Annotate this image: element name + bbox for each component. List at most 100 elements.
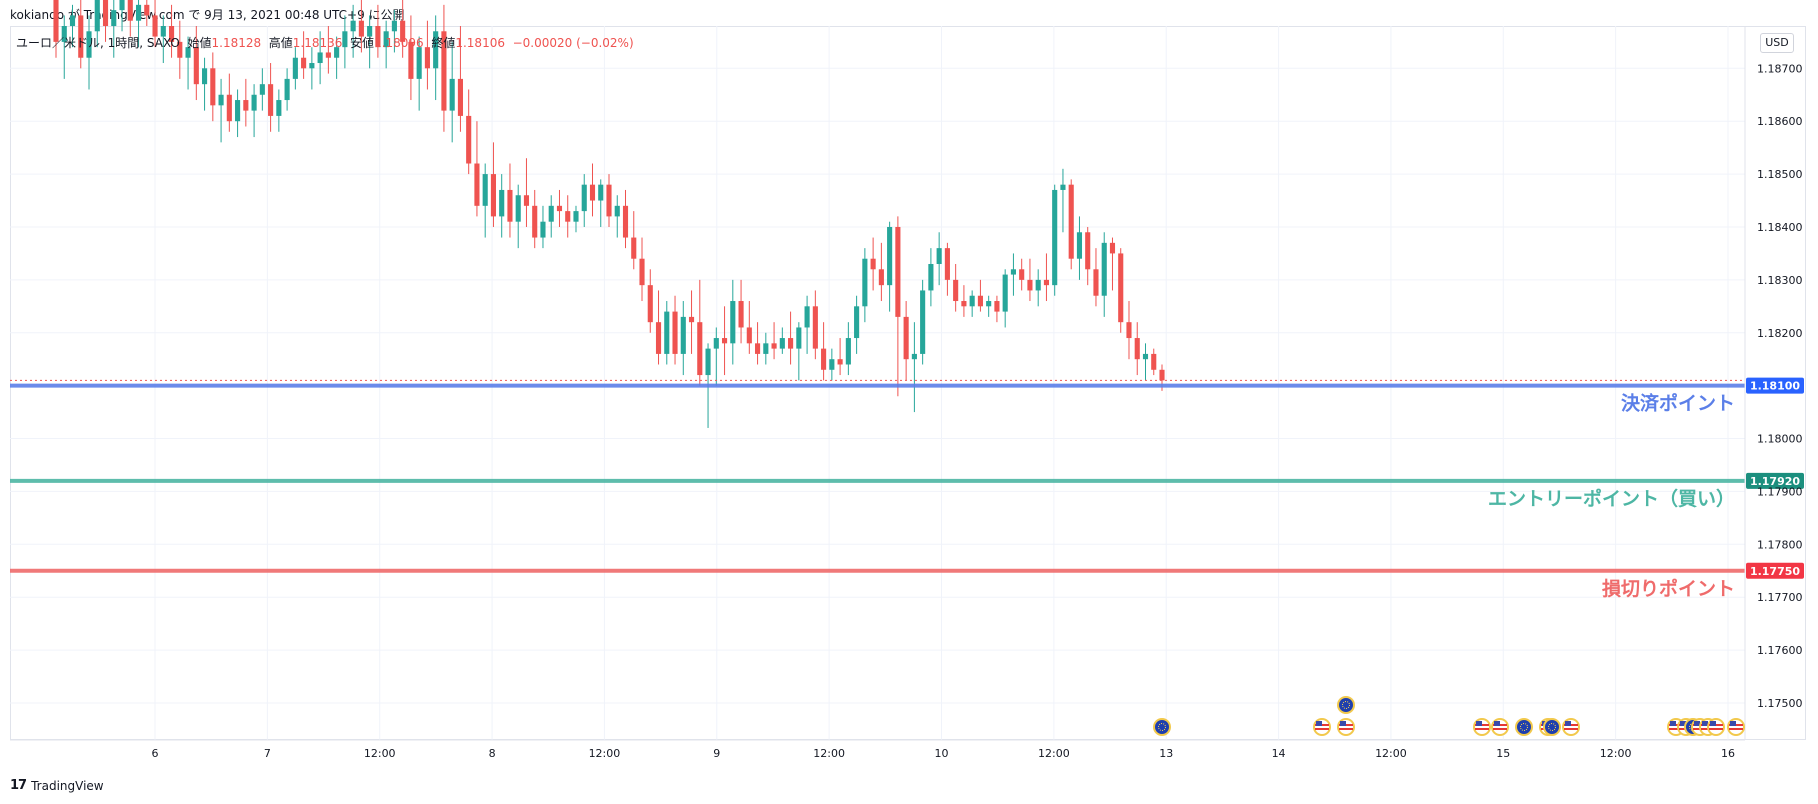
candle-body: [284, 78, 290, 101]
candle: [1060, 168, 1066, 233]
candle: [812, 290, 818, 360]
candle: [1027, 258, 1033, 302]
flag-canton: [1710, 721, 1716, 726]
candle: [655, 290, 662, 365]
candle: [986, 295, 992, 317]
candle: [144, 0, 150, 26]
flag-stars: [1520, 723, 1528, 731]
candle-body: [523, 195, 530, 206]
candle: [284, 68, 290, 111]
candle: [111, 0, 117, 58]
time-tick-label: 8: [489, 747, 496, 760]
event-flag: [1339, 698, 1353, 712]
candle: [556, 189, 563, 227]
candle-body: [672, 311, 678, 354]
time-tick-label: 12:00: [1038, 747, 1070, 760]
candle-body: [614, 205, 620, 217]
flag-stars: [1548, 723, 1556, 731]
candle-body: [1085, 232, 1091, 270]
time-tick-label: 10: [935, 747, 949, 760]
us-flag-icon: [1313, 718, 1331, 736]
candle: [1151, 348, 1157, 376]
candle: [391, 10, 397, 53]
flag-canton: [1730, 721, 1736, 726]
currency-button[interactable]: USD: [1760, 33, 1794, 53]
candle-body: [1109, 242, 1116, 254]
candle-body: [755, 343, 761, 354]
time-tick-label: 9: [713, 747, 720, 760]
price-tick-label: 1.17800: [1757, 538, 1803, 551]
candle-body: [168, 26, 175, 42]
candle-body: [301, 57, 307, 69]
flag-canton: [1670, 721, 1676, 726]
candle: [1010, 253, 1016, 296]
candles: [53, 0, 1165, 428]
candle-body: [738, 301, 744, 328]
candle-body: [788, 338, 794, 349]
candle: [482, 163, 488, 238]
time-tick-label: 14: [1272, 747, 1286, 760]
time-tick-label: 13: [1159, 747, 1173, 760]
price-tick-label: 1.17900: [1757, 485, 1803, 498]
candle-body: [61, 26, 67, 42]
candle-body: [589, 184, 596, 201]
candle: [152, 0, 158, 48]
time-tick-label: 12:00: [364, 747, 396, 760]
candle: [235, 89, 241, 138]
candle-body: [944, 248, 950, 280]
time-tick-label: 12:00: [1375, 747, 1407, 760]
candle-body: [1101, 242, 1107, 296]
entry-price-badge: [1746, 472, 1804, 489]
candle-body: [350, 20, 356, 32]
candle: [1134, 322, 1140, 376]
candle: [243, 78, 249, 127]
tradingview-logo: 17: [10, 778, 27, 793]
candle-body: [713, 338, 719, 349]
footer-brand[interactable]: 17 TradingView: [10, 778, 104, 793]
candle: [441, 4, 447, 132]
candle-body: [994, 301, 1000, 312]
candle-body: [829, 359, 835, 370]
candle-body: [598, 184, 604, 201]
chart-grid: [10, 26, 1745, 740]
candle: [259, 68, 265, 111]
candle: [887, 221, 893, 312]
candle-body: [416, 47, 422, 79]
candle: [548, 195, 554, 238]
candle-body: [911, 353, 917, 360]
candle-body: [1134, 338, 1140, 360]
candle-body: [334, 47, 340, 58]
candle-body: [499, 189, 505, 217]
candle-body: [821, 348, 827, 370]
candle: [226, 73, 232, 132]
candle: [449, 41, 455, 143]
candle: [944, 242, 950, 296]
candle: [631, 211, 637, 270]
candle-body: [870, 258, 876, 270]
price-tick-label: 1.18500: [1757, 168, 1803, 181]
price-tick-label: 1.18400: [1757, 221, 1803, 234]
candle-body: [771, 343, 777, 349]
candle: [688, 290, 695, 354]
candle-body: [515, 195, 521, 222]
price-tick-label: 1.18600: [1757, 115, 1803, 128]
price-tick-label: 1.17700: [1757, 591, 1803, 604]
price-tick-label: 1.17500: [1757, 697, 1803, 710]
candle-body: [309, 63, 315, 69]
candle: [911, 322, 917, 413]
candle: [309, 47, 315, 90]
candle: [135, 0, 142, 48]
entry-price-label: 1.17920: [1750, 475, 1800, 488]
price-tick-label: 1.18000: [1757, 433, 1803, 446]
candle-body: [565, 211, 571, 222]
candle-body: [936, 248, 942, 264]
candle-body: [160, 26, 166, 37]
candle: [433, 15, 439, 101]
candle: [862, 248, 868, 323]
candle: [301, 31, 307, 79]
candle: [903, 301, 909, 381]
candle: [94, 0, 100, 48]
time-axis: 6 7 12:00 8 12:00 9 12:00 10 12:00 13 14 12:00 15 12:…: [10, 739, 1745, 760]
candle-body: [1159, 369, 1165, 381]
